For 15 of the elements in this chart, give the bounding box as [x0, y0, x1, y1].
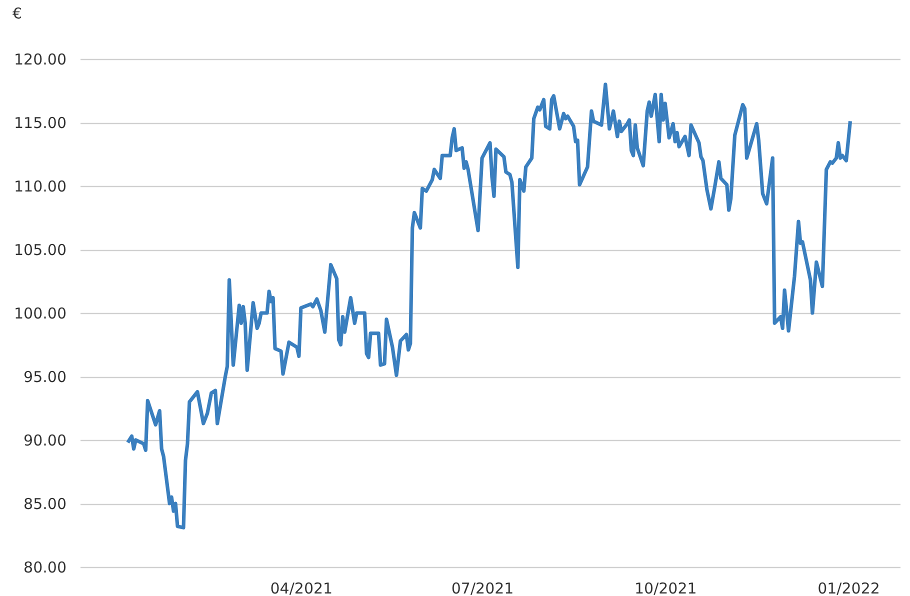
y-axis-title: € — [12, 4, 22, 22]
line-series — [126, 82, 852, 530]
y-tick-label: 80.00 — [24, 558, 66, 576]
y-tick-label: 100.00 — [14, 304, 66, 322]
y-tick-label: 90.00 — [24, 432, 66, 450]
x-tick-label: 07/2021 — [451, 580, 514, 596]
y-tick-label: 85.00 — [24, 495, 66, 513]
x-tick-label: 10/2021 — [634, 580, 697, 596]
y-tick-label: 120.00 — [14, 50, 66, 68]
y-tick-label: 115.00 — [14, 114, 66, 132]
y-tick-label: 95.00 — [24, 368, 66, 386]
y-tick-label: 110.00 — [14, 178, 66, 196]
y-tick-label: 105.00 — [14, 241, 66, 259]
x-tick-label: 01/2022 — [818, 580, 880, 596]
x-tick-label: 04/2021 — [270, 580, 333, 596]
